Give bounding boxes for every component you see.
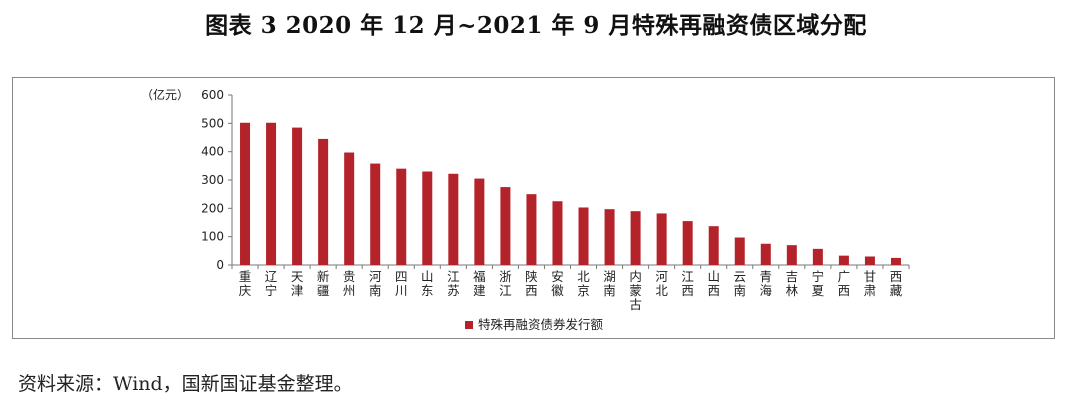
category-label: 山 xyxy=(421,269,434,284)
category-label: 海 xyxy=(760,283,773,298)
category-label: 津 xyxy=(291,283,304,298)
category-label: 辽 xyxy=(265,269,278,284)
bar-chart: 0100200300400500600（亿元）重庆辽宁天津新疆贵州河南四川山东江… xyxy=(141,87,910,332)
category-label: 浙 xyxy=(499,269,512,284)
y-tick-label: 100 xyxy=(201,230,224,244)
category-label: 天 xyxy=(291,269,304,284)
category-label: 徽 xyxy=(551,283,564,298)
bar xyxy=(396,168,407,265)
category-label: 夏 xyxy=(812,283,825,298)
bar xyxy=(344,152,355,265)
category-label: 广 xyxy=(838,269,851,284)
category-label: 西 xyxy=(681,283,694,298)
chart-frame: 0 100 200 300 400 500 600 （亿元）重庆辽宁天津新疆贵州河南四川山东江… xyxy=(12,77,1055,339)
bar xyxy=(604,209,615,265)
bar xyxy=(630,211,641,265)
category-label: 北 xyxy=(577,269,590,284)
bar xyxy=(448,173,459,265)
category-label: 林 xyxy=(786,283,799,298)
figure-title: 图表 3 2020 年 12 月~2021 年 9 月特殊再融资债区域分配 xyxy=(205,12,867,39)
category-label: 福 xyxy=(473,269,486,284)
category-label: 建 xyxy=(473,283,486,298)
bar xyxy=(656,213,667,265)
category-label: 南 xyxy=(603,283,616,298)
bar xyxy=(370,163,381,265)
y-tick-label: 300 xyxy=(201,173,224,187)
category-label: 古 xyxy=(629,297,642,312)
category-label: 南 xyxy=(733,283,746,298)
bar xyxy=(292,127,303,265)
category-label: 四 xyxy=(395,269,408,284)
bar xyxy=(266,122,277,265)
category-label: 江 xyxy=(499,283,512,298)
category-label: 云 xyxy=(733,269,746,284)
category-label: 北 xyxy=(655,283,668,298)
y-tick-label: 500 xyxy=(201,116,224,130)
bar xyxy=(422,171,433,265)
category-label: 贵 xyxy=(343,269,356,284)
source-note: 资料来源：Wind，国新国证基金整理。 xyxy=(18,373,353,395)
category-label: 宁 xyxy=(265,283,278,298)
bar xyxy=(474,178,485,265)
category-label: 南 xyxy=(369,283,382,298)
category-label: 河 xyxy=(369,269,382,284)
category-label: 山 xyxy=(707,269,720,284)
category-label: 川 xyxy=(395,283,408,298)
category-label: 州 xyxy=(343,283,356,298)
category-label: 内 xyxy=(629,269,642,284)
category-label: 湖 xyxy=(603,269,616,284)
bar xyxy=(240,122,251,265)
category-label: 京 xyxy=(577,283,590,298)
category-label: 新 xyxy=(317,269,330,284)
category-label: 庆 xyxy=(239,283,252,298)
category-label: 甘 xyxy=(864,269,877,284)
bar xyxy=(578,207,589,265)
legend-label: 特殊再融资债券发行额 xyxy=(478,317,604,332)
bar xyxy=(552,201,563,265)
bar xyxy=(318,138,329,265)
category-label: 西 xyxy=(890,269,903,284)
category-label: 西 xyxy=(525,283,538,298)
category-label: 河 xyxy=(655,269,668,284)
category-label: 东 xyxy=(421,283,434,298)
category-label: 青 xyxy=(760,269,773,284)
category-label: 肃 xyxy=(864,283,877,298)
y-tick-label: 200 xyxy=(201,201,224,215)
category-label: 西 xyxy=(707,283,720,298)
bar xyxy=(890,257,901,265)
legend-swatch xyxy=(465,321,473,329)
bar xyxy=(526,194,537,265)
category-label: 重 xyxy=(239,269,252,284)
bar xyxy=(812,248,823,265)
category-label: 江 xyxy=(447,269,460,284)
y-tick-label: 600 xyxy=(201,88,224,102)
category-label: 西 xyxy=(838,283,851,298)
category-label: 宁 xyxy=(812,269,825,284)
y-tick-label: 0 xyxy=(216,258,224,272)
category-label: 蒙 xyxy=(629,283,642,298)
bar xyxy=(760,243,771,265)
bar xyxy=(708,226,719,265)
bar xyxy=(838,255,849,265)
y-tick-label: 400 xyxy=(201,145,224,159)
bar xyxy=(786,245,797,265)
bar xyxy=(734,237,745,265)
bar xyxy=(682,221,693,265)
category-label: 藏 xyxy=(890,283,903,298)
category-label: 江 xyxy=(681,269,694,284)
category-label: 疆 xyxy=(317,283,330,298)
category-label: 安 xyxy=(551,269,564,284)
bar xyxy=(500,187,511,265)
y-unit-label: （亿元） xyxy=(141,87,189,102)
category-label: 苏 xyxy=(447,283,460,298)
category-label: 吉 xyxy=(786,269,799,284)
bar xyxy=(864,256,875,265)
category-label: 陕 xyxy=(525,269,538,284)
